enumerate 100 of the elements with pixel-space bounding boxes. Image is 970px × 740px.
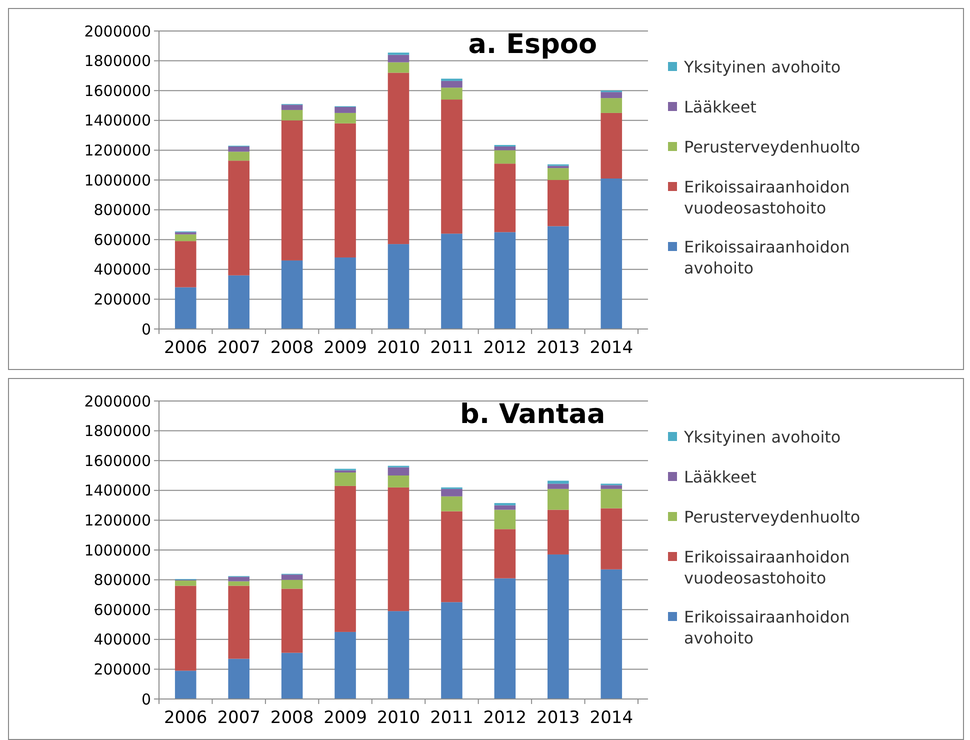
bar <box>548 180 569 226</box>
bar <box>281 652 303 699</box>
bar <box>548 510 569 554</box>
bar <box>228 586 250 659</box>
bar <box>388 467 410 476</box>
y-tick-label: 1200000 <box>84 511 151 530</box>
legend-label: Lääkkeet <box>684 98 756 117</box>
bar <box>334 470 356 473</box>
bar <box>548 226 569 329</box>
chart-title: b. Vantaa <box>460 399 606 430</box>
x-tick-label: 2006 <box>164 338 208 358</box>
bar <box>174 287 196 329</box>
bar <box>174 234 196 242</box>
x-tick-label: 2009 <box>324 338 367 358</box>
legend-label: Perusterveydenhuolto <box>684 138 860 157</box>
bar <box>334 632 356 699</box>
bar <box>228 576 250 582</box>
y-tick-label: 0 <box>141 690 151 708</box>
legend-label: Erikoissairaanhoidon avohoito <box>684 608 850 648</box>
x-tick-label: 2008 <box>270 338 314 358</box>
bar <box>174 241 196 288</box>
bar <box>388 54 410 62</box>
bar <box>281 588 303 653</box>
legend-label: Erikoissairaanhoidon vuodeosastohoito <box>684 178 850 218</box>
bar <box>228 146 250 152</box>
y-tick-label: 1600000 <box>84 82 151 100</box>
bar <box>494 529 516 578</box>
y-tick-label: 600000 <box>94 230 151 249</box>
x-tick-label: 2014 <box>590 338 634 358</box>
bar <box>334 106 356 113</box>
bar <box>441 88 462 100</box>
x-tick-label: 2010 <box>376 708 420 728</box>
y-tick-label: 400000 <box>94 260 151 279</box>
bar <box>600 485 622 489</box>
legend-label: Yksityinen avohoito <box>683 58 841 77</box>
bar <box>281 580 303 589</box>
y-tick-label: 0 <box>141 320 151 338</box>
x-tick-label: 2008 <box>270 708 314 728</box>
x-tick-label: 2007 <box>217 338 260 358</box>
y-tick-label: 600000 <box>94 600 151 619</box>
x-tick-label: 2013 <box>536 338 580 358</box>
bar <box>600 92 622 98</box>
bar <box>388 62 410 73</box>
y-tick-label: 1800000 <box>84 52 151 70</box>
legend-label: Erikoissairaanhoidon avohoito <box>684 238 850 278</box>
bar <box>388 244 410 329</box>
bar <box>228 581 250 586</box>
bar <box>281 104 303 110</box>
y-tick-label: 200000 <box>94 660 151 678</box>
bar <box>334 486 356 632</box>
bar <box>494 510 516 530</box>
bar <box>228 275 250 329</box>
bar <box>548 488 569 510</box>
legend-label: Perusterveydenhuolto <box>684 508 860 527</box>
y-tick-label: 800000 <box>94 201 151 220</box>
bar <box>600 488 622 508</box>
legend-label: Lääkkeet <box>684 468 756 487</box>
bar <box>441 511 462 602</box>
bar <box>281 574 303 580</box>
y-tick-label: 2000000 <box>84 22 151 40</box>
y-tick-label: 1800000 <box>84 422 151 440</box>
chart-title: a. Espoo <box>468 29 598 60</box>
bar <box>441 234 462 329</box>
x-tick-label: 2011 <box>430 338 474 358</box>
bar <box>600 178 622 329</box>
bar <box>494 505 516 510</box>
bar <box>334 123 356 258</box>
bar <box>494 232 516 329</box>
bar <box>334 257 356 329</box>
bar <box>174 586 196 671</box>
x-tick-label: 2012 <box>483 708 527 728</box>
y-tick-label: 800000 <box>94 571 151 590</box>
bar <box>494 146 516 150</box>
y-tick-label: 1200000 <box>84 141 151 160</box>
y-tick-label: 2000000 <box>84 392 151 410</box>
bar <box>388 611 410 699</box>
y-tick-label: 1000000 <box>84 541 151 560</box>
bar <box>388 476 410 488</box>
bar <box>228 658 250 699</box>
y-tick-label: 400000 <box>94 630 151 649</box>
bar <box>334 472 356 486</box>
x-tick-label: 2010 <box>376 338 420 358</box>
x-tick-label: 2009 <box>324 708 367 728</box>
bar <box>334 112 356 124</box>
bar <box>548 484 569 489</box>
bar <box>600 98 622 113</box>
bar <box>494 164 516 232</box>
legend-label: Erikoissairaanhoidon vuodeosastohoito <box>684 548 850 588</box>
bar <box>228 152 250 161</box>
x-tick-label: 2014 <box>590 708 634 728</box>
bar <box>281 260 303 329</box>
bar <box>441 488 462 496</box>
x-tick-label: 2007 <box>217 708 260 728</box>
bar <box>548 166 569 168</box>
bar <box>441 602 462 699</box>
x-tick-label: 2006 <box>164 708 208 728</box>
bar <box>281 120 303 260</box>
bar <box>228 160 250 276</box>
y-tick-label: 1400000 <box>84 112 151 130</box>
y-tick-label: 1600000 <box>84 452 151 470</box>
